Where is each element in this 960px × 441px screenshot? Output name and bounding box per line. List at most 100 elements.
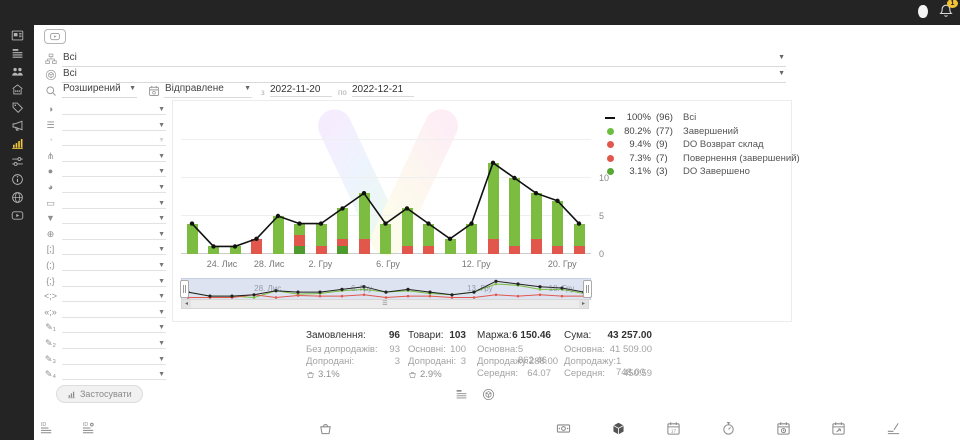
bar-day-8[interactable] bbox=[337, 109, 348, 254]
chart-minimap[interactable]: 28. Лис 6. Гру 13. Гру 18. Гру bbox=[180, 278, 592, 300]
legend-row[interactable]: 9.4% (9) DO Возврат склад bbox=[605, 138, 800, 152]
filter-select-line[interactable] bbox=[62, 301, 166, 303]
filter-select-line[interactable] bbox=[62, 254, 166, 256]
filter-row-round-brackets[interactable]: (;) ▼ bbox=[44, 259, 166, 275]
filter-select-line[interactable] bbox=[62, 223, 166, 225]
bar-day-10[interactable] bbox=[380, 109, 391, 254]
package-circle-icon[interactable] bbox=[482, 388, 495, 406]
filter-row-hierarchy[interactable]: ⋔ ▼ bbox=[44, 150, 166, 166]
date-from-input[interactable]: 2022-11-20 bbox=[270, 84, 332, 97]
basket-icon[interactable] bbox=[318, 421, 334, 437]
minimap-left-handle[interactable] bbox=[180, 280, 189, 298]
group-filter-select[interactable]: Всі ▼ bbox=[62, 52, 786, 67]
filter-row-pie-chart[interactable]: ◕ ▼ bbox=[44, 181, 166, 197]
filter-row-pencil-2[interactable]: ✎₂ ▼ bbox=[44, 337, 166, 353]
assistant-oval-icon[interactable] bbox=[918, 4, 928, 18]
apply-filters-button[interactable]: Застосувати bbox=[56, 385, 143, 403]
legend-row[interactable]: 7.3% (7) Повернення (завершений) bbox=[605, 152, 800, 166]
bar-day-9[interactable] bbox=[358, 109, 370, 254]
filter-select-line[interactable] bbox=[62, 363, 166, 365]
filter-row-planet[interactable]: ◑ ▼ bbox=[44, 103, 166, 119]
sidebar-item-store[interactable] bbox=[5, 82, 29, 96]
video-help-button[interactable] bbox=[44, 29, 66, 44]
filter-row-pencil-1[interactable]: ✎₁ ▼ bbox=[44, 321, 166, 337]
filter-row-curly-brackets[interactable]: {;} ▼ bbox=[44, 275, 166, 291]
filter-row-globe-plus[interactable]: ⊕ ▼ bbox=[44, 228, 166, 244]
filter-select-line[interactable] bbox=[62, 316, 166, 318]
bar-day-14[interactable] bbox=[466, 109, 477, 254]
scroll-left-arrow-icon[interactable]: ◂ bbox=[182, 300, 191, 308]
filter-row-square-brackets[interactable]: [;] ▼ bbox=[44, 243, 166, 259]
filter-select-line[interactable] bbox=[62, 207, 166, 209]
filter-row-clock[interactable]: ◔ ▼ bbox=[44, 134, 166, 150]
sidebar-item-video[interactable] bbox=[5, 208, 29, 222]
sidebar-item-statistics[interactable] bbox=[5, 136, 29, 150]
filter-row-card[interactable]: ▭ ▼ bbox=[44, 197, 166, 213]
bar-day-13[interactable] bbox=[444, 109, 456, 254]
banknote-icon[interactable] bbox=[556, 421, 572, 437]
filter-select-line[interactable] bbox=[62, 114, 166, 115]
id-list-icon[interactable]: ID bbox=[40, 421, 56, 437]
filter-row-pencil-3[interactable]: ✎₃ ▼ bbox=[44, 353, 166, 369]
minimap-right-handle[interactable] bbox=[583, 280, 592, 298]
sidebar-item-info[interactable] bbox=[5, 172, 29, 186]
filter-row-funnel[interactable]: ▼ ▼ bbox=[44, 212, 166, 228]
legend-row[interactable]: 80.2% (77) Завершений bbox=[605, 125, 800, 139]
bar-day-18[interactable] bbox=[552, 109, 563, 254]
sidebar-item-orders-list[interactable] bbox=[5, 46, 29, 60]
stopwatch-icon[interactable] bbox=[721, 421, 737, 437]
id-status-list-icon[interactable]: ID bbox=[82, 421, 98, 437]
calendar-export-icon[interactable] bbox=[831, 421, 847, 437]
bar-day-17[interactable] bbox=[530, 109, 542, 254]
bar-day-5[interactable] bbox=[272, 109, 284, 254]
calendar-clock-icon[interactable] bbox=[776, 421, 792, 437]
filter-select-line[interactable] bbox=[62, 379, 166, 381]
bar-day-6[interactable] bbox=[294, 109, 305, 254]
filter-select-line[interactable] bbox=[62, 129, 166, 131]
align-pencil-icon[interactable] bbox=[886, 421, 902, 437]
bar-day-7[interactable] bbox=[315, 109, 327, 254]
filter-row-status-list[interactable]: ☰ ▼ bbox=[44, 119, 166, 135]
filter-select-line[interactable] bbox=[62, 176, 166, 178]
bar-day-12[interactable] bbox=[423, 109, 434, 254]
bar-day-4[interactable] bbox=[251, 109, 262, 254]
detail-list-icon[interactable] bbox=[455, 388, 468, 406]
bar-day-3[interactable] bbox=[229, 109, 241, 254]
bar-day-11[interactable] bbox=[401, 109, 413, 254]
search-mode-select[interactable]: Розширений ▼ bbox=[62, 83, 137, 98]
date-to-input[interactable]: 2022-12-21 bbox=[352, 84, 414, 97]
filter-select-line[interactable] bbox=[62, 347, 166, 349]
filter-select-line[interactable] bbox=[62, 145, 166, 147]
order-status-select[interactable]: Відправлене ▼ bbox=[164, 83, 252, 98]
filter-row-double-brackets[interactable]: «;» ▼ bbox=[44, 306, 166, 322]
filter-row-angle-brackets[interactable]: <;> ▼ bbox=[44, 290, 166, 306]
bar-day-15[interactable] bbox=[487, 109, 499, 254]
filter-select-line[interactable] bbox=[62, 332, 166, 334]
bar-day-16[interactable] bbox=[509, 109, 520, 254]
filter-select-line[interactable] bbox=[62, 191, 166, 193]
sidebar-item-price-tag[interactable] bbox=[5, 100, 29, 114]
scrollbar-grip[interactable]: ☰ bbox=[382, 301, 388, 307]
legend-row[interactable]: 100% (96) Всі bbox=[605, 111, 800, 125]
bar-day-19[interactable] bbox=[573, 109, 585, 254]
notifications-button[interactable]: 1 bbox=[938, 0, 958, 19]
bar-day-1[interactable] bbox=[186, 109, 198, 254]
filter-row-user-dot[interactable]: ● ▼ bbox=[44, 165, 166, 181]
sidebar-item-dashboard-panel[interactable] bbox=[5, 28, 29, 42]
filter-select-line[interactable] bbox=[62, 269, 166, 271]
chart-scrollbar[interactable]: ◂ ▸ ☰ bbox=[181, 299, 589, 309]
calendar-icon[interactable]: 17 bbox=[666, 421, 682, 437]
scroll-right-arrow-icon[interactable]: ▸ bbox=[579, 300, 588, 308]
product-filter-select[interactable]: Всі ▼ bbox=[62, 68, 786, 83]
legend-row[interactable]: 3.1% (3) DO Завершено bbox=[605, 165, 800, 179]
filter-select-line[interactable] bbox=[62, 285, 166, 287]
sidebar-item-users[interactable] bbox=[5, 64, 29, 78]
orders-chart-plot[interactable]: 0 5 10 24. Лис 28. Лис 2. Гру 6. Гру 12. Гру 20.… bbox=[181, 109, 609, 269]
sidebar-item-tune[interactable] bbox=[5, 154, 29, 168]
package-box-icon[interactable] bbox=[611, 421, 627, 437]
sidebar-item-megaphone[interactable] bbox=[5, 118, 29, 132]
bar-day-2[interactable] bbox=[208, 109, 219, 254]
filter-row-pencil-4[interactable]: ✎₄ ▼ bbox=[44, 368, 166, 384]
sidebar-item-globe[interactable] bbox=[5, 190, 29, 204]
filter-select-line[interactable] bbox=[62, 238, 166, 240]
